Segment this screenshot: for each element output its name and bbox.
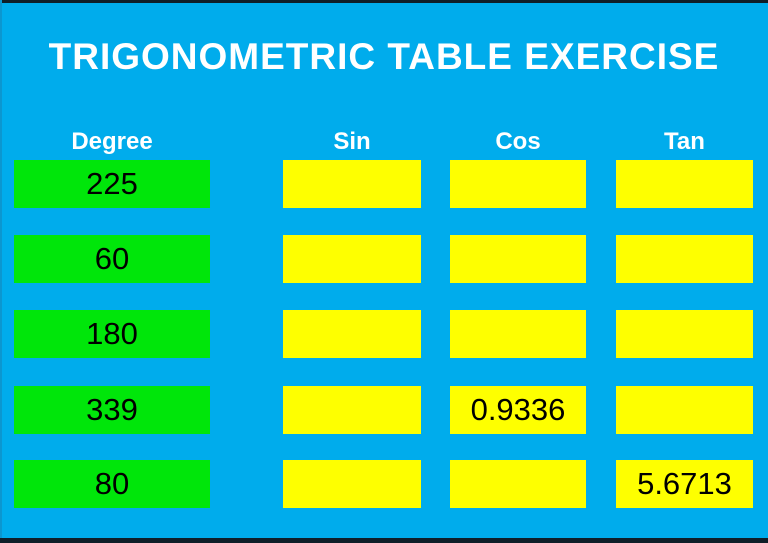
left-frame-edge — [0, 0, 2, 543]
tan-answer-cell[interactable] — [616, 386, 753, 434]
tan-answer-cell[interactable] — [616, 235, 753, 283]
sin-answer-cell[interactable] — [283, 310, 421, 358]
tan-answer-cell[interactable]: 5.6713 — [616, 460, 753, 508]
cos-answer-cell[interactable] — [450, 460, 586, 508]
degree-cell: 225 — [14, 160, 210, 208]
bottom-frame-edge — [0, 538, 768, 543]
column-header-cos: Cos — [495, 127, 541, 155]
sin-answer-cell[interactable] — [283, 460, 421, 508]
degree-cell: 60 — [14, 235, 210, 283]
sin-answer-cell[interactable] — [283, 235, 421, 283]
cos-answer-cell[interactable] — [450, 235, 586, 283]
degree-cell: 339 — [14, 386, 210, 434]
column-header-degree: Degree — [71, 127, 153, 155]
degree-cell: 80 — [14, 460, 210, 508]
page-title: TRIGONOMETRIC TABLE EXERCISE — [48, 36, 720, 77]
cos-answer-cell[interactable]: 0.9336 — [450, 386, 586, 434]
top-frame-edge — [0, 0, 768, 3]
sin-answer-cell[interactable] — [283, 160, 421, 208]
tan-answer-cell[interactable] — [616, 310, 753, 358]
column-header-tan: Tan — [664, 127, 705, 155]
cos-answer-cell[interactable] — [450, 160, 586, 208]
tan-answer-cell[interactable] — [616, 160, 753, 208]
sin-answer-cell[interactable] — [283, 386, 421, 434]
cos-answer-cell[interactable] — [450, 310, 586, 358]
degree-cell: 180 — [14, 310, 210, 358]
column-header-sin: Sin — [333, 127, 371, 155]
